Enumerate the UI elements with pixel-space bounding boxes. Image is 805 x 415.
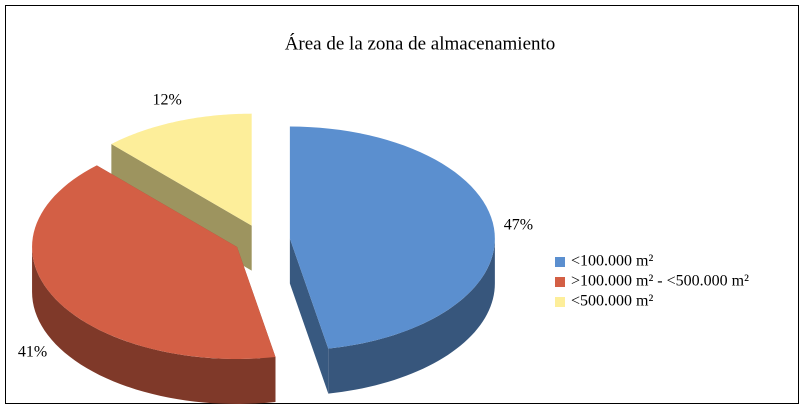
- data-label: 47%: [504, 217, 533, 234]
- chart-title: Área de la zona de almacenamiento: [285, 32, 556, 54]
- slice-side: [328, 238, 495, 394]
- slice-wall: [289, 238, 329, 394]
- slice: [32, 165, 276, 359]
- data-label: 12%: [153, 91, 182, 108]
- data-label: 41%: [18, 344, 47, 361]
- legend-swatch: [555, 297, 565, 307]
- legend-label: >100.000 m² - <500.000 m²: [571, 273, 749, 290]
- slice: [289, 126, 495, 349]
- slice-side: [32, 246, 276, 404]
- legend-label: <500.000 m²: [571, 293, 653, 310]
- legend-swatch: [555, 277, 565, 287]
- legend-swatch: [555, 257, 565, 267]
- slice: [111, 113, 252, 226]
- legend-label: <100.000 m²: [571, 253, 653, 270]
